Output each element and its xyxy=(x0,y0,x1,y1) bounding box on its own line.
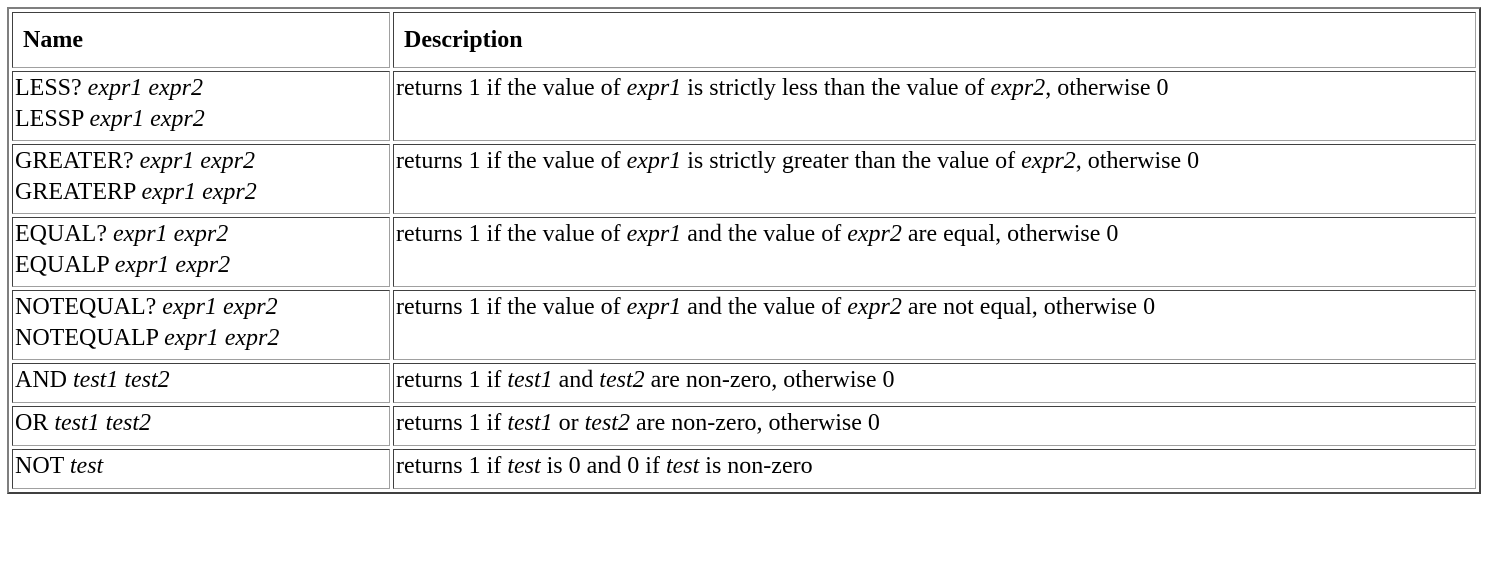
description-text: or xyxy=(552,410,585,436)
description-text: returns 1 if the value of xyxy=(396,294,627,320)
operator-description-cell: returns 1 if the value of expr1 is stric… xyxy=(393,71,1476,141)
operator-arguments: expr1 expr2 xyxy=(89,106,205,132)
description-text: is non-zero xyxy=(699,453,813,479)
description-variable: test1 xyxy=(507,367,553,393)
description-variable: expr1 xyxy=(626,221,682,247)
column-header-name: Name xyxy=(12,12,390,68)
operator-signature: GREATERP expr1 expr2 xyxy=(15,177,387,208)
operator-signature: EQUAL? expr1 expr2 xyxy=(15,219,387,250)
operator-command: NOTEQUAL? xyxy=(15,294,157,320)
description-variable: expr2 xyxy=(847,294,902,320)
description-variable: expr2 xyxy=(847,221,902,247)
operator-name-cell: OR test1 test2 xyxy=(12,406,390,446)
operator-description-cell: returns 1 if test1 and test2 are non-zer… xyxy=(393,363,1476,403)
operator-name-cell: LESS? expr1 expr2 LESSP expr1 expr2 xyxy=(12,71,390,141)
operator-arguments: expr1 expr2 xyxy=(139,148,255,174)
operator-signature: NOTEQUAL? expr1 expr2 xyxy=(15,292,387,323)
operator-signature: NOT test xyxy=(15,451,387,482)
description-variable: expr1 xyxy=(626,148,682,174)
description-text: is 0 and 0 if xyxy=(540,453,666,479)
operator-arguments: expr1 expr2 xyxy=(141,179,257,205)
comparison-operators-table: Name Description LESS? expr1 expr2 LESSP … xyxy=(7,7,1481,494)
operator-signature: NOTEQUALP expr1 expr2 xyxy=(15,323,387,354)
table-row: OR test1 test2 returns 1 if test1 or test… xyxy=(12,406,1476,446)
description-text: , otherwise 0 xyxy=(1075,148,1200,174)
operator-arguments: test xyxy=(69,453,104,479)
operator-command: LESSP xyxy=(15,106,84,132)
table-row: EQUAL? expr1 expr2 EQUALP expr1 expr2 retu… xyxy=(12,217,1476,287)
operator-command: EQUALP xyxy=(15,252,109,278)
description-text: are non-zero, otherwise 0 xyxy=(644,367,895,393)
description-variable: test2 xyxy=(599,367,645,393)
operator-signature: GREATER? expr1 expr2 xyxy=(15,146,387,177)
operator-command: OR xyxy=(15,410,49,436)
operator-arguments: expr1 expr2 xyxy=(164,325,280,351)
operator-arguments: test1 test2 xyxy=(54,410,151,436)
operator-command: LESS? xyxy=(15,75,82,101)
description-text: are equal, otherwise 0 xyxy=(901,221,1119,247)
description-variable: test xyxy=(507,453,541,479)
operator-signature: LESS? expr1 expr2 xyxy=(15,73,387,104)
description-text: , otherwise 0 xyxy=(1045,75,1169,101)
operator-command: EQUAL? xyxy=(15,221,107,247)
operator-arguments: expr1 expr2 xyxy=(114,252,231,278)
description-text: returns 1 if the value of xyxy=(396,148,627,174)
description-variable: test2 xyxy=(584,410,630,436)
description-variable: expr1 xyxy=(626,75,682,101)
description-text: returns 1 if xyxy=(396,453,508,479)
description-text: is strictly greater than the value of xyxy=(681,148,1022,174)
page: Name Description LESS? expr1 expr2 LESSP … xyxy=(7,7,1481,494)
table-row: GREATER? expr1 expr2 GREATERP expr1 expr2… xyxy=(12,144,1476,214)
description-text: are non-zero, otherwise 0 xyxy=(629,410,880,436)
operator-command: NOT xyxy=(15,453,64,479)
operator-command: NOTEQUALP xyxy=(15,325,159,351)
table-header: Name Description xyxy=(12,12,1476,68)
operator-description-cell: returns 1 if the value of expr1 is stric… xyxy=(393,144,1476,214)
table-row: AND test1 test2 returns 1 if test1 and te… xyxy=(12,363,1476,403)
description-text: and xyxy=(552,367,600,393)
operator-name-cell: AND test1 test2 xyxy=(12,363,390,403)
operator-name-cell: GREATER? expr1 expr2 GREATERP expr1 expr2 xyxy=(12,144,390,214)
description-text: returns 1 if the value of xyxy=(396,75,627,101)
operator-command: AND xyxy=(15,367,67,393)
header-row: Name Description xyxy=(12,12,1476,68)
description-text: is strictly less than the value of xyxy=(681,75,991,101)
table-body: LESS? expr1 expr2 LESSP expr1 expr2 return… xyxy=(12,71,1476,489)
operator-name-cell: EQUAL? expr1 expr2 EQUALP expr1 expr2 xyxy=(12,217,390,287)
description-text: and the value of xyxy=(681,294,848,320)
column-header-description: Description xyxy=(393,12,1476,68)
operator-command: GREATER? xyxy=(15,148,134,174)
operator-signature: AND test1 test2 xyxy=(15,365,387,396)
description-text: returns 1 if the value of xyxy=(396,221,627,247)
description-variable: test xyxy=(665,453,700,479)
operator-arguments: test1 test2 xyxy=(73,367,170,393)
operator-signature: LESSP expr1 expr2 xyxy=(15,104,387,135)
operator-description-cell: returns 1 if test1 or test2 are non-zero… xyxy=(393,406,1476,446)
description-text: and the value of xyxy=(681,221,848,247)
operator-signature: OR test1 test2 xyxy=(15,408,387,439)
operator-command: GREATERP xyxy=(15,179,136,205)
table-row: LESS? expr1 expr2 LESSP expr1 expr2 return… xyxy=(12,71,1476,141)
operator-description-cell: returns 1 if the value of expr1 and the … xyxy=(393,290,1476,360)
operator-arguments: expr1 expr2 xyxy=(112,221,229,247)
operator-name-cell: NOTEQUAL? expr1 expr2 NOTEQUALP expr1 exp… xyxy=(12,290,390,360)
operator-name-cell: NOT test xyxy=(12,449,390,489)
description-variable: expr1 xyxy=(626,294,682,320)
operator-arguments: expr1 expr2 xyxy=(162,294,278,320)
table-row: NOT test returns 1 if test is 0 and 0 if … xyxy=(12,449,1476,489)
operator-description-cell: returns 1 if the value of expr1 and the … xyxy=(393,217,1476,287)
operator-arguments: expr1 expr2 xyxy=(87,75,203,101)
description-variable: expr2 xyxy=(990,75,1046,101)
operator-signature: EQUALP expr1 expr2 xyxy=(15,250,387,281)
description-text: returns 1 if xyxy=(396,410,508,436)
description-variable: test1 xyxy=(507,410,553,436)
description-variable: expr2 xyxy=(1021,148,1076,174)
operator-description-cell: returns 1 if test is 0 and 0 if test is … xyxy=(393,449,1476,489)
table-row: NOTEQUAL? expr1 expr2 NOTEQUALP expr1 exp… xyxy=(12,290,1476,360)
description-text: returns 1 if xyxy=(396,367,508,393)
description-text: are not equal, otherwise 0 xyxy=(901,294,1156,320)
